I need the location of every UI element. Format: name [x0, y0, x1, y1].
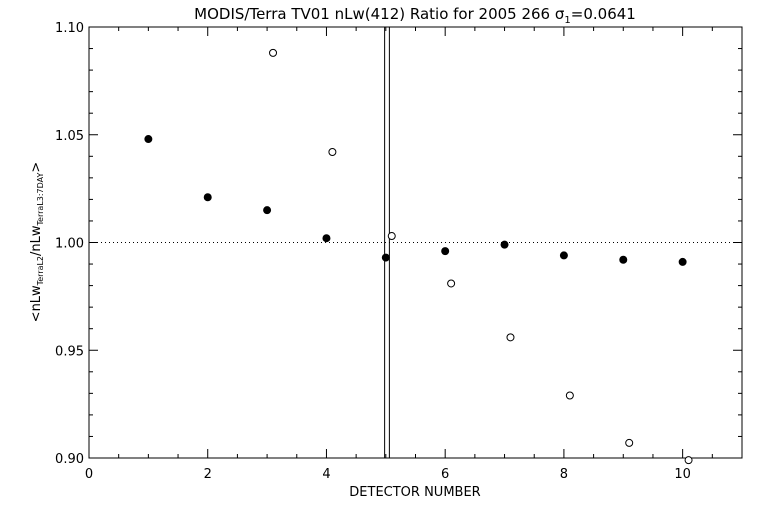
y-axis-label: <nLwTerraL2/nLwTerraL3:7DAY> [29, 162, 45, 323]
points-layer [144, 48, 693, 465]
open-data-point [269, 48, 278, 57]
plot-frame [88, 26, 743, 459]
filled-data-point [322, 234, 331, 243]
x-tick-label: 10 [674, 467, 691, 482]
chart-title: MODIS/Terra TV01 nLw(412) Ratio for 2005… [194, 5, 636, 26]
y-label-close: > [29, 162, 44, 173]
y-label-mid: /nLw [29, 225, 44, 256]
x-tick-label: 8 [560, 467, 568, 482]
x-tick-label: 6 [441, 467, 449, 482]
open-data-point [565, 391, 574, 400]
y-label-open: <nLw [29, 285, 44, 322]
open-data-point [684, 456, 693, 465]
filled-data-point [500, 240, 509, 249]
filled-data-point [263, 206, 272, 215]
open-data-point [506, 333, 515, 342]
open-data-point [625, 438, 634, 447]
title-prefix: MODIS/Terra TV01 nLw(412) Ratio for 2005… [194, 5, 555, 23]
lines-layer [89, 27, 742, 458]
filled-data-point [678, 257, 687, 266]
x-tick-label: 2 [204, 467, 212, 482]
axes-layer: 0 2 4 6 8 10 0.90 0.95 1.00 1.05 1.10 [55, 21, 743, 482]
y-tick-label: 1.05 [55, 129, 84, 144]
y-label-sub1: TerraL2 [36, 256, 45, 286]
y-label-sub2: TerraL3:7DAY [36, 172, 45, 226]
filled-data-point [559, 251, 568, 260]
title-sigma: σ [555, 5, 565, 23]
filled-data-point [441, 247, 450, 256]
x-axis-label: DETECTOR NUMBER [349, 485, 480, 500]
open-data-point [328, 147, 337, 156]
title-suffix: =0.0641 [571, 5, 636, 23]
filled-data-point [619, 255, 628, 264]
x-tick-label: 4 [322, 467, 330, 482]
filled-data-point [203, 193, 212, 202]
x-tick-label: 0 [85, 467, 93, 482]
open-data-point [447, 279, 456, 288]
y-tick-label: 1.10 [55, 21, 84, 36]
filled-data-point [144, 135, 153, 144]
y-tick-label: 0.95 [55, 344, 84, 359]
open-data-point [387, 232, 396, 241]
title-sigma-sub: 1 [564, 15, 570, 26]
filled-data-point [381, 253, 390, 262]
y-tick-label: 0.90 [55, 452, 84, 467]
y-tick-label: 1.00 [55, 237, 84, 252]
